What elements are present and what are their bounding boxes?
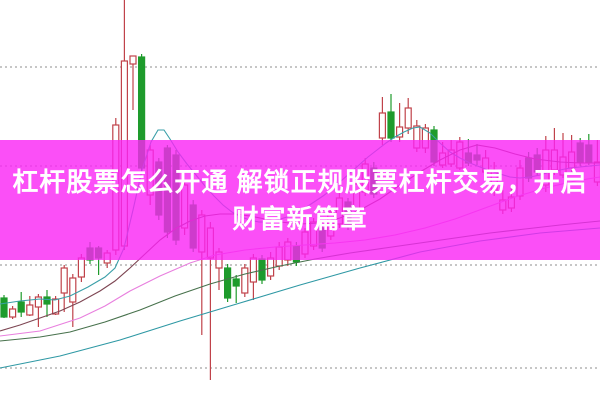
promo-banner-line1: 杠杆股票怎么开通 解锁正规股票杠杆交易，开启 — [12, 167, 588, 197]
promo-banner: 杠杆股票怎么开通 解锁正规股票杠杆交易，开启 财富新篇章 — [0, 140, 600, 260]
promo-banner-line2: 财富新篇章 — [232, 204, 368, 234]
